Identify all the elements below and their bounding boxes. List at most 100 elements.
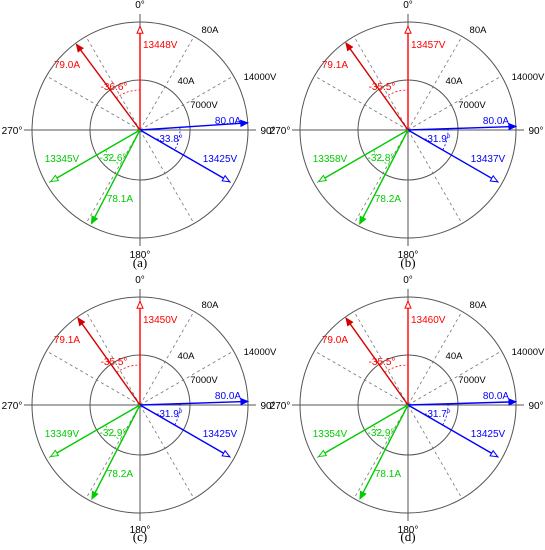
axis-label-270: 270° [2,401,23,412]
phase-c-voltage-phasor-head [49,174,60,183]
phase-c-voltage-phasor-line [318,129,409,183]
radial-gridline [407,75,502,131]
ring-label-outer-current: 80A [470,300,488,311]
radial-gridline [139,129,195,224]
phasor-panel-c: 0° 90° 180° 270° 80A 14000V 40A 7000V 13450V 79.1… [2,275,277,544]
phase-a-angle-arc [115,89,141,99]
radial-gridline [407,404,463,499]
radial-gridline [407,311,463,406]
radial-gridline [46,75,141,131]
ring-label-inner-voltage: 7000V [190,100,218,111]
axis-label-180: 180° [130,250,151,261]
radial-gridline [139,36,195,131]
ring-label-outer-voltage: 14000V [512,72,545,83]
phase-b-voltage-label: 13437V [471,154,506,165]
phase-c-current-label: 78.2A [107,469,133,480]
phase-a-voltage-label: 13450V [143,315,178,326]
phase-c-current-label: 78.1A [107,194,133,205]
axis-label-180: 180° [398,250,419,261]
radial-gridline [139,350,234,406]
phase-b-current-label: 80.0A [215,116,241,127]
phase-c-voltage-phasor-line [50,404,141,458]
phase-a-current-label: 79.1A [322,60,348,71]
phase-b-voltage-phasor-line [139,129,231,183]
phase-a-current-phasor-head [77,317,86,327]
phase-c-current-phasor-head [90,215,99,225]
axis-label-0: 0° [135,0,145,11]
panel-caption: (b) [400,255,415,270]
phase-a-current-phasor-line [345,42,409,131]
phase-b-current-phasor-head [508,398,518,406]
ring-label-inner-current: 40A [446,351,464,362]
ring-label-inner-voltage: 7000V [458,375,486,386]
panel-caption: (c) [133,529,147,544]
phase-a-current-phasor-head [345,42,354,52]
axis-label-0: 0° [135,275,145,286]
phase-c-angle-label: -32.9° [368,428,395,439]
phase-b-voltage-phasor-head [221,449,231,458]
phase-c-angle-arc [373,149,390,166]
phase-a-voltage-phasor-head [136,299,144,309]
ring-label-outer-current: 80A [202,25,220,36]
phase-c-voltage-phasor-line [318,404,409,458]
phase-c-voltage-phasor-head [317,174,328,183]
panel-caption: (d) [400,529,415,544]
radial-gridline [353,311,409,406]
phase-c-current-phasor-head [359,490,367,500]
phase-c-voltage-label: 13358V [313,154,348,165]
phase-b-angle-label: -31.9° [156,409,183,420]
phase-b-current-phasor-line [407,401,516,406]
axis-label-180: 180° [398,525,419,536]
phase-b-angle-arc [174,127,181,151]
phase-c-current-phasor-head [91,490,99,501]
radial-gridline [407,350,502,406]
phase-c-voltage-label: 13345V [45,154,80,165]
axis-label-0: 0° [403,0,413,11]
phase-b-angle-arc [174,403,181,426]
ring-label-inner-current: 40A [178,76,196,87]
radial-gridline [314,350,409,406]
phase-c-angle-label: -32.9° [100,428,127,439]
ring-label-inner-current: 40A [446,76,464,87]
phase-b-current-phasor-head [240,397,250,406]
radial-gridline [407,129,463,224]
phase-b-voltage-label: 13425V [203,429,238,440]
axis-label-90: 90° [528,401,543,412]
phase-c-current-phasor-line [359,129,409,225]
radial-gridline [46,350,141,406]
phase-b-current-phasor-line [407,125,516,131]
phase-a-current-phasor-line [345,317,409,406]
ring-label-outer-voltage: 14000V [244,347,277,358]
radial-gridline [139,311,195,406]
phase-c-current-phasor-line [91,404,141,500]
phase-a-voltage-label: 13457V [411,40,446,51]
phase-c-voltage-phasor-line [50,129,141,183]
phase-a-angle-label: -36.6° [101,82,128,93]
phase-b-angle-arc [442,128,449,151]
phase-a-angle-arc [116,364,141,373]
ring-label-outer-voltage: 14000V [512,347,545,358]
phase-c-voltage-phasor-head [49,449,60,458]
phase-c-angle-label: -32.8° [368,153,395,164]
axis-label-90: 90° [260,126,275,137]
radial-gridline [139,75,234,131]
phase-c-voltage-label: 13354V [313,429,348,440]
phase-b-voltage-phasor-line [407,129,499,183]
phasor-panel-d: 0° 90° 180° 270° 80A 14000V 40A 7000V 13460V 79.0… [270,275,545,544]
phase-b-voltage-phasor-line [139,404,231,458]
phase-a-current-phasor-line [75,43,141,131]
phase-c-current-label: 78.2A [375,194,401,205]
ring-label-inner-voltage: 7000V [458,100,486,111]
phase-a-current-label: 79.0A [322,335,348,346]
panel-caption: (a) [133,255,147,270]
axis-label-180: 180° [130,525,151,536]
radial-gridline [407,36,463,131]
ring-label-outer-current: 80A [202,300,220,311]
axis-label-270: 270° [2,126,23,137]
phase-c-voltage-phasor-head [317,449,328,458]
radial-gridline [85,404,141,499]
phase-a-current-phasor-head [75,43,84,53]
phase-b-angle-arc [442,403,449,426]
phase-b-current-phasor-head [508,122,518,131]
radial-gridline [353,404,409,499]
